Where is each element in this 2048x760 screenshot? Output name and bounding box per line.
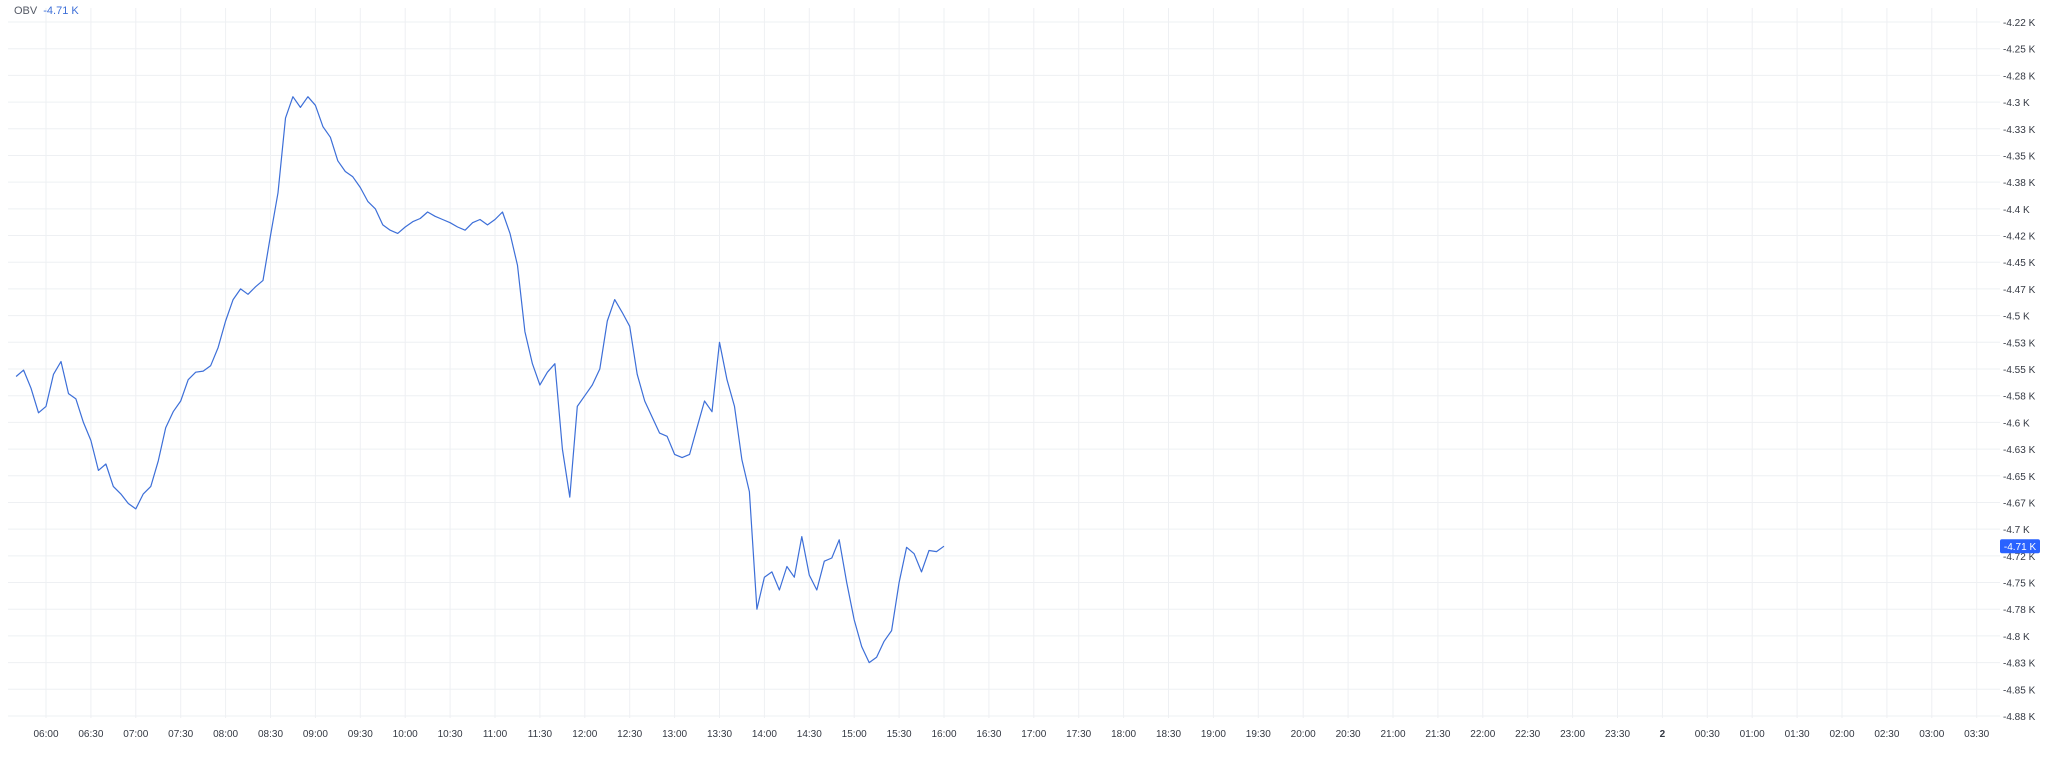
y-tick-label: -4.25 K xyxy=(2003,45,2036,56)
y-tick-label: -4.63 K xyxy=(2003,445,2036,456)
y-tick-label: -4.88 K xyxy=(2003,712,2036,723)
y-tick-label: -4.53 K xyxy=(2003,338,2036,349)
obv-line xyxy=(15,96,945,664)
x-tick-label: 15:00 xyxy=(842,729,867,740)
x-tick-label: 12:30 xyxy=(617,729,642,740)
y-tick-label: -4.35 K xyxy=(2003,151,2036,162)
x-tick-label: 17:00 xyxy=(1021,729,1046,740)
x-tick-label: 17:30 xyxy=(1066,729,1091,740)
x-tick-label: 09:00 xyxy=(303,729,328,740)
x-tick-label: 18:00 xyxy=(1111,729,1136,740)
x-tick-label: 00:30 xyxy=(1695,729,1720,740)
x-tick-label: 15:30 xyxy=(887,729,912,740)
y-tick-label: -4.67 K xyxy=(2003,498,2036,509)
x-tick-label: 06:00 xyxy=(33,729,58,740)
x-tick-label: 23:00 xyxy=(1560,729,1585,740)
x-tick-label: 14:00 xyxy=(752,729,777,740)
y-tick-label: -4.33 K xyxy=(2003,125,2036,136)
y-tick-label: -4.28 K xyxy=(2003,71,2036,82)
x-tick-label: 14:30 xyxy=(797,729,822,740)
grid-lines xyxy=(8,8,2000,718)
x-tick-label: 19:00 xyxy=(1201,729,1226,740)
x-tick-label: 02:30 xyxy=(1874,729,1899,740)
y-tick-label: -4.4 K xyxy=(2003,205,2030,216)
x-tick-label: 20:00 xyxy=(1291,729,1316,740)
y-tick-label: -4.5 K xyxy=(2003,312,2030,323)
y-tick-label: -4.7 K xyxy=(2003,525,2030,536)
x-tick-label: 20:30 xyxy=(1336,729,1361,740)
price-axis[interactable]: -4.22 K -4.25 K -4.28 K -4.3 K -4.33 K -4.35 … xyxy=(2003,18,2036,723)
y-tick-label: -4.22 K xyxy=(2003,18,2036,29)
x-tick-label: 13:00 xyxy=(662,729,687,740)
y-tick-label: -4.65 K xyxy=(2003,472,2036,483)
x-tick-label: 22:30 xyxy=(1515,729,1540,740)
time-axis[interactable]: 06:00 06:30 07:00 07:30 08:00 08:30 09:00 09:30… xyxy=(33,729,1989,740)
obv-line-series xyxy=(15,96,945,664)
indicator-legend[interactable]: OBV -4.71 K xyxy=(14,5,79,17)
y-tick-label: -4.45 K xyxy=(2003,258,2036,269)
x-tick-label: 07:30 xyxy=(168,729,193,740)
x-tick-label: 10:30 xyxy=(438,729,463,740)
x-tick-label: 02:00 xyxy=(1829,729,1854,740)
x-tick-label: 07:00 xyxy=(123,729,148,740)
y-tick-label: -4.78 K xyxy=(2003,605,2036,616)
x-tick-label: 13:30 xyxy=(707,729,732,740)
y-tick-label: -4.55 K xyxy=(2003,365,2036,376)
y-tick-label: -4.8 K xyxy=(2003,632,2030,643)
x-tick-label: 03:00 xyxy=(1919,729,1944,740)
x-tick-label: 11:30 xyxy=(528,729,553,740)
y-tick-label: -4.72 K xyxy=(2003,552,2036,563)
x-tick-label: 01:00 xyxy=(1740,729,1765,740)
last-value-badge: -4.71 K xyxy=(2000,539,2040,554)
x-tick-label: 03:30 xyxy=(1964,729,1989,740)
y-tick-label: -4.47 K xyxy=(2003,285,2036,296)
last-value-badge-label: -4.71 K xyxy=(2004,542,2037,553)
x-tick-label: 21:30 xyxy=(1425,729,1450,740)
y-tick-label: -4.38 K xyxy=(2003,178,2036,189)
x-tick-label: 21:00 xyxy=(1380,729,1405,740)
x-tick-label: 06:30 xyxy=(78,729,103,740)
y-tick-label: -4.58 K xyxy=(2003,392,2036,403)
y-tick-label: -4.83 K xyxy=(2003,659,2036,670)
last-value-badge-bg xyxy=(2000,539,2040,554)
indicator-value: -4.71 K xyxy=(43,5,79,17)
y-tick-label: -4.6 K xyxy=(2003,418,2030,429)
x-tick-label: 01:30 xyxy=(1785,729,1810,740)
x-tick-label: 11:00 xyxy=(483,729,508,740)
x-tick-label: 22:00 xyxy=(1470,729,1495,740)
x-tick-label: 19:30 xyxy=(1246,729,1271,740)
y-tick-label: -4.42 K xyxy=(2003,232,2036,243)
y-tick-label: -4.3 K xyxy=(2003,98,2030,109)
y-tick-label: -4.75 K xyxy=(2003,579,2036,590)
x-tick-label: 08:00 xyxy=(213,729,238,740)
x-tick-label: 08:30 xyxy=(258,729,283,740)
x-tick-label: 23:30 xyxy=(1605,729,1630,740)
x-tick-label: 16:30 xyxy=(976,729,1001,740)
x-tick-label: 12:00 xyxy=(572,729,597,740)
x-tick-label: 16:00 xyxy=(931,729,956,740)
x-tick-label: 10:00 xyxy=(393,729,418,740)
x-tick-label: 18:30 xyxy=(1156,729,1181,740)
indicator-name[interactable]: OBV xyxy=(14,5,38,17)
x-tick-label: 09:30 xyxy=(348,729,373,740)
x-tick-label: 2 xyxy=(1660,729,1666,740)
y-tick-label: -4.85 K xyxy=(2003,685,2036,696)
